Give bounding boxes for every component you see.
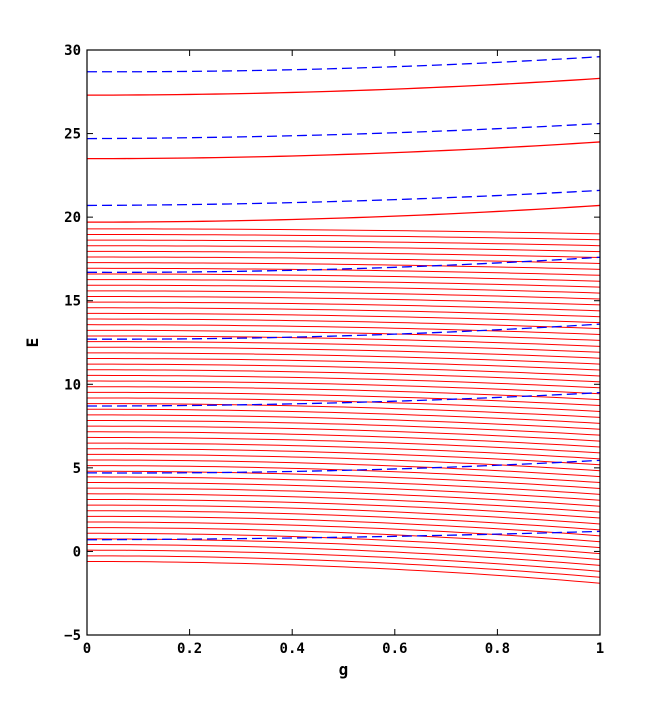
band-level-line	[87, 233, 601, 241]
band-level-line	[86, 301, 601, 312]
band-level-line	[86, 279, 601, 288]
band-level-line	[86, 560, 601, 584]
band-level-line	[86, 538, 601, 560]
x-tick-label: 0.2	[177, 641, 202, 657]
band-level-line	[86, 498, 601, 519]
band-level-line	[87, 403, 601, 418]
band-level-line	[86, 346, 601, 359]
band-level-line	[86, 250, 601, 259]
band-level-line	[86, 273, 601, 282]
plot-frame	[86, 49, 601, 636]
y-tick-label: 10	[64, 377, 81, 393]
x-ticks: 0 0.2 0.4 0.6 0.8 1	[83, 50, 604, 657]
band-level-line	[86, 465, 601, 484]
band-level-line	[86, 521, 601, 543]
band-level-line	[86, 431, 601, 448]
band-level-line	[86, 436, 601, 454]
band-level-line	[86, 487, 601, 507]
band-level-line	[86, 476, 601, 495]
band-level-line	[87, 284, 601, 294]
band-level-line	[86, 510, 601, 531]
band-level-line	[86, 459, 601, 478]
band-level-line	[86, 549, 601, 572]
x-tick-label: 1	[596, 641, 604, 657]
dashed-level-line	[86, 56, 601, 73]
band-level-line	[86, 341, 601, 353]
dashed-level-line	[86, 122, 601, 140]
level-line	[86, 77, 601, 96]
band-level-line	[86, 228, 601, 235]
band-level-line	[86, 408, 601, 424]
plot-curves	[86, 56, 601, 584]
dashed-level-line	[86, 256, 601, 273]
y-ticks: −5 0 5 10 15 20 25 30	[64, 43, 600, 644]
band-level-line	[86, 482, 601, 501]
band-level-line	[87, 267, 601, 276]
y-tick-label: 25	[64, 127, 81, 143]
band-level-line	[87, 380, 601, 395]
band-level-line	[86, 397, 601, 412]
band-level-line	[87, 312, 601, 324]
band-level-line	[87, 307, 601, 318]
band-level-line	[86, 369, 601, 383]
x-axis-label: g	[339, 660, 349, 679]
band-level-line	[87, 239, 601, 247]
band-level-line	[86, 555, 601, 578]
band-level-line	[86, 448, 601, 466]
y-tick-label: −5	[64, 628, 81, 644]
x-tick-label: 0.6	[382, 641, 407, 657]
band-level-line	[86, 295, 601, 306]
band-level-line	[86, 515, 601, 537]
y-tick-label: 30	[64, 43, 81, 59]
band-level-line	[86, 391, 601, 407]
level-line	[86, 141, 601, 160]
band-level-line	[86, 532, 601, 555]
band-level-line	[87, 358, 601, 371]
band-level-line	[86, 544, 601, 566]
dashed-level-line	[86, 189, 601, 207]
band-level-line	[86, 453, 601, 472]
band-level-line	[86, 318, 601, 330]
dashed-level-line	[86, 323, 601, 340]
y-tick-label: 20	[64, 210, 81, 226]
band-level-line	[86, 324, 601, 336]
level-line	[86, 204, 601, 223]
band-level-line	[87, 245, 601, 253]
band-level-line	[86, 442, 601, 460]
dashed-level-line	[86, 530, 601, 541]
band-level-line	[86, 470, 601, 489]
band-level-line	[86, 527, 601, 549]
band-level-line	[87, 329, 601, 341]
x-tick-label: 0	[83, 641, 91, 657]
band-level-line	[86, 352, 601, 365]
band-level-line	[86, 504, 601, 525]
band-level-line	[87, 262, 601, 270]
band-level-line	[86, 386, 601, 401]
band-level-line	[87, 335, 601, 347]
y-axis-label: E	[23, 338, 42, 348]
band-level-line	[86, 414, 601, 430]
y-tick-label: 15	[64, 294, 81, 310]
x-tick-label: 0.8	[485, 641, 510, 657]
band-level-line	[86, 374, 601, 389]
x-tick-label: 0.4	[280, 641, 305, 657]
band-level-line	[86, 425, 601, 442]
band-level-line	[86, 493, 601, 513]
dashed-level-line	[87, 391, 601, 407]
band-level-line	[86, 420, 601, 436]
band-level-line	[86, 363, 601, 377]
y-tick-label: 5	[73, 461, 81, 477]
dashed-level-line	[86, 459, 601, 474]
y-tick-label: 0	[73, 544, 81, 560]
band-level-line	[87, 290, 601, 300]
